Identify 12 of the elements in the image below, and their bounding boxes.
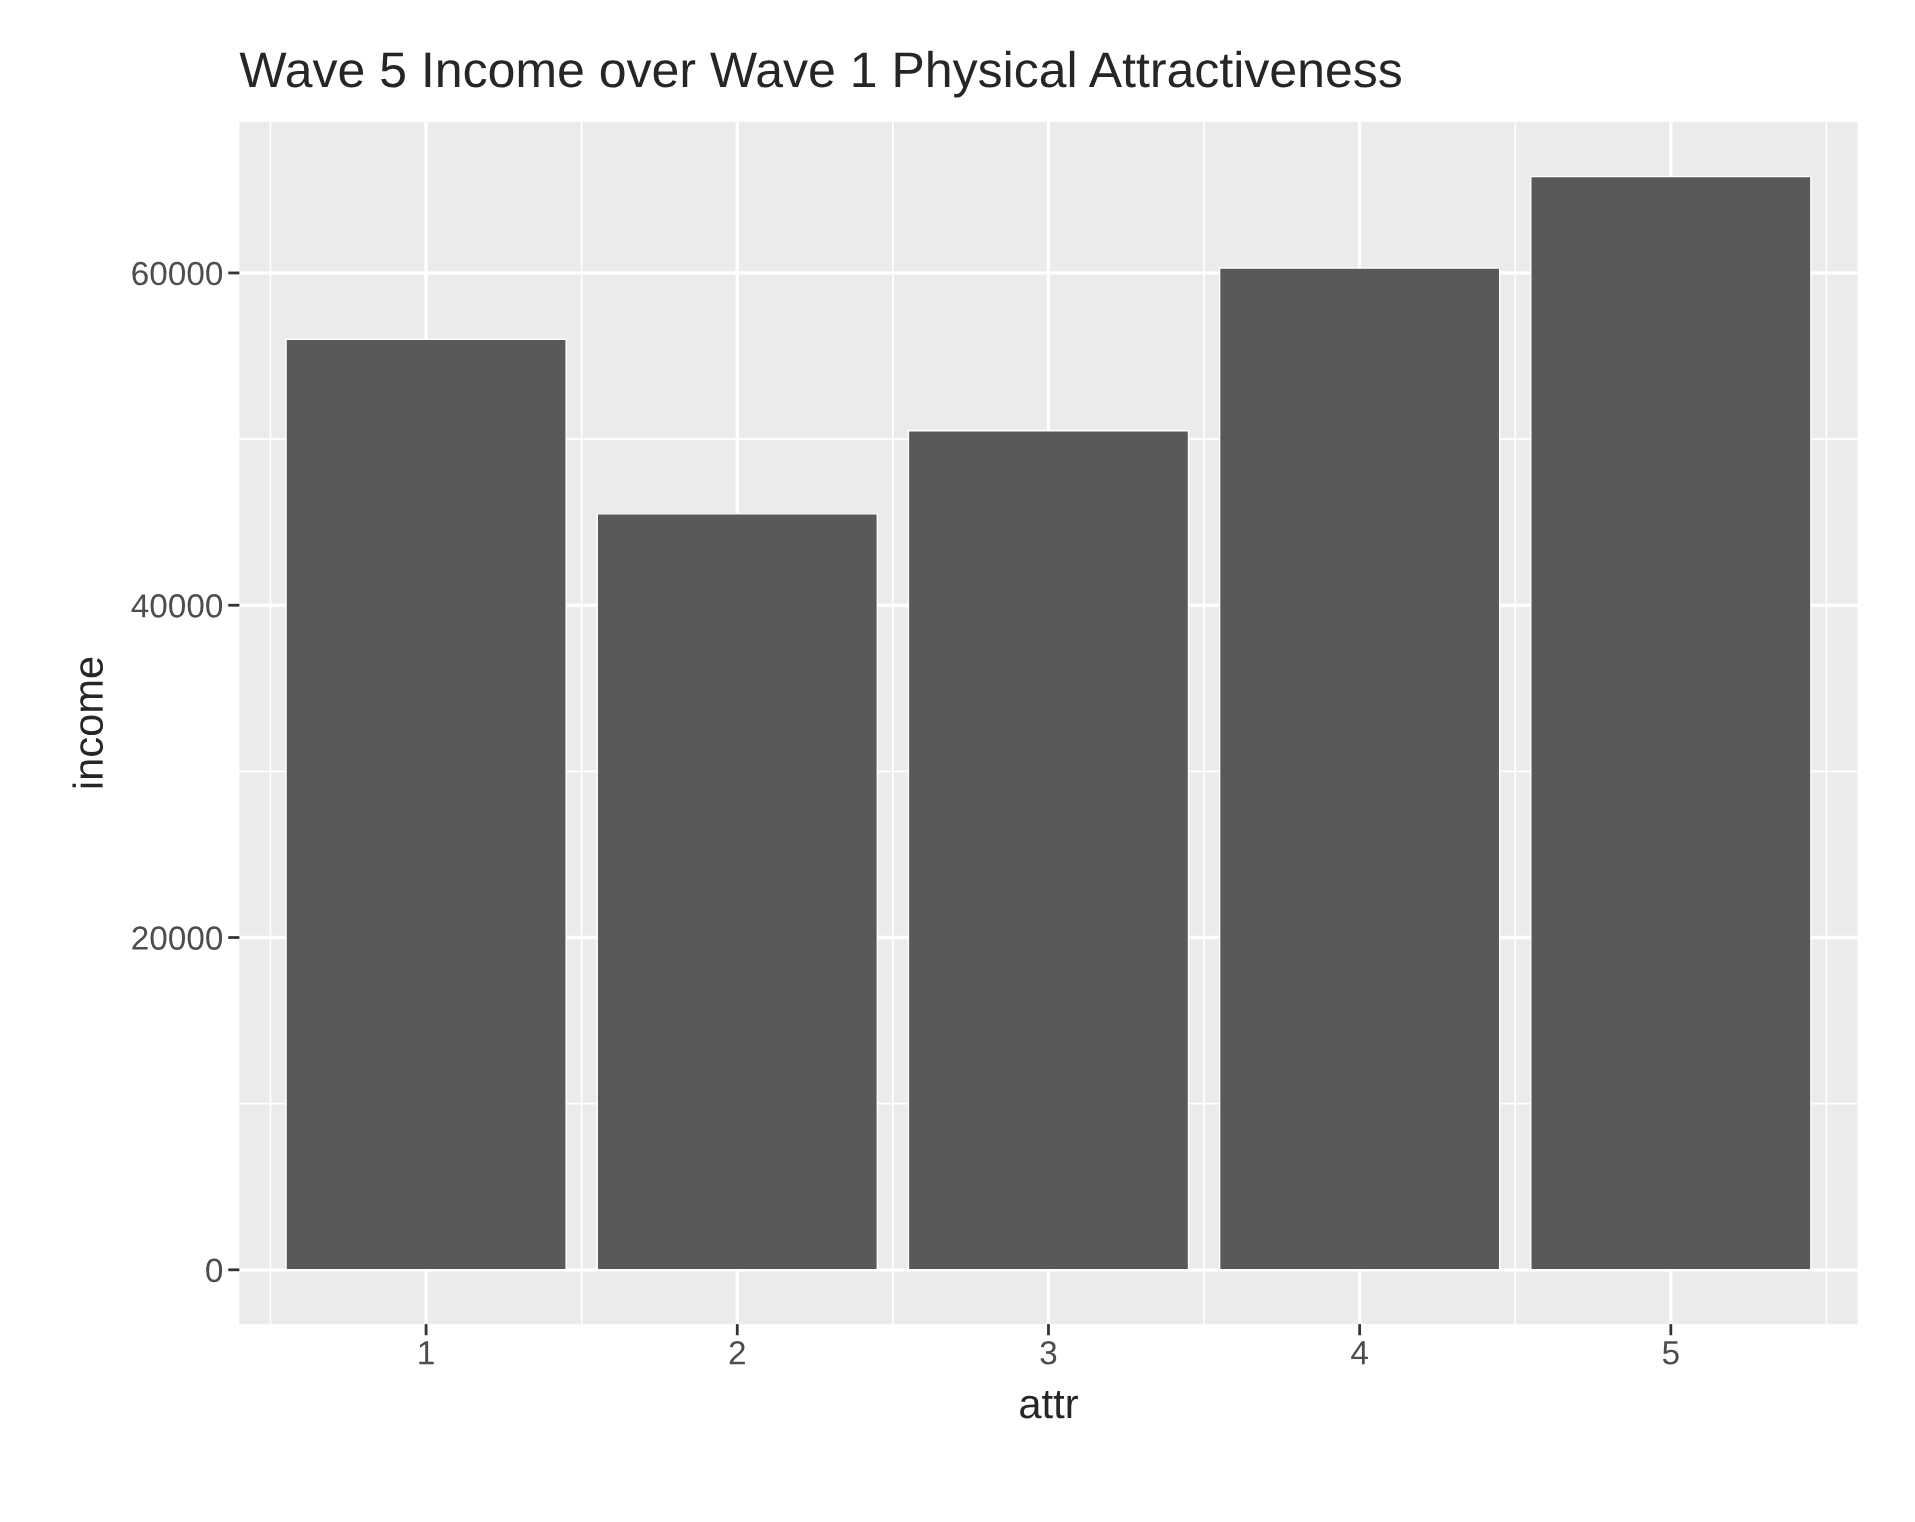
y-tick-label: 60000 xyxy=(132,261,223,286)
x-tick-label: 3 xyxy=(1040,1340,1057,1365)
y-tick-label: 20000 xyxy=(132,926,223,950)
x-tick-label: 2 xyxy=(729,1340,745,1365)
chart-title: Wave 5 Income over Wave 1 Physical Attractiveness xyxy=(239,50,1401,98)
y-tick-label: 40000 xyxy=(131,594,223,618)
x-tick-label: 1 xyxy=(419,1341,434,1365)
y-tick-label: 0 xyxy=(206,1258,223,1283)
x-axis-title: attr xyxy=(1020,1391,1078,1419)
x-tick-label: 5 xyxy=(1662,1341,1679,1365)
x-tick-label: 4 xyxy=(1351,1341,1368,1365)
y-axis-title: income xyxy=(72,657,104,788)
